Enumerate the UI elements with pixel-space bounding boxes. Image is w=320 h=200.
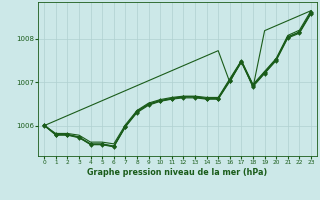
X-axis label: Graphe pression niveau de la mer (hPa): Graphe pression niveau de la mer (hPa): [87, 168, 268, 177]
